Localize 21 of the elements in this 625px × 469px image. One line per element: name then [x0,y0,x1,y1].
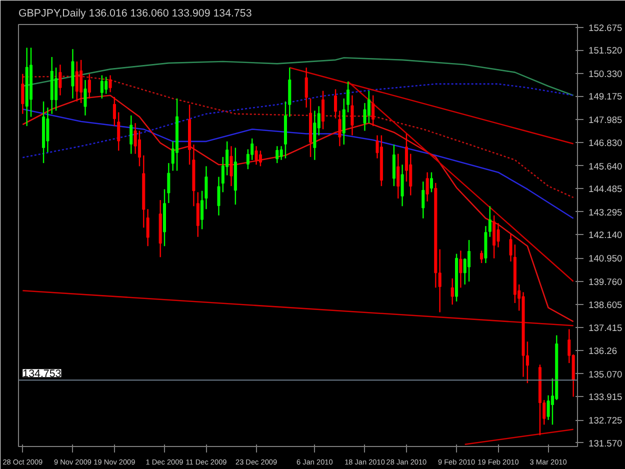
y-tick-label: 135.070 [588,369,622,380]
y-tick-label: 139.760 [588,277,622,288]
ref-line-label: 134.753 [22,368,62,380]
y-tick-label: 138.605 [588,300,622,310]
y-tick-label: 145.640 [588,161,622,172]
y-tick-label: 136.26 [588,346,618,356]
y-tick-label: 147.985 [588,115,622,126]
chart-title: GBPJPY,Daily 136.016 136.060 133.909 134.753 [18,8,252,20]
y-tick-label: 133.915 [588,392,622,402]
y-tick-label: 140.950 [588,254,622,264]
y-tick-label: 144.485 [588,184,622,194]
y-tick-label: 142.140 [588,230,622,240]
y-tick-label: 150.330 [588,69,622,80]
y-tick-label: 137.415 [588,323,622,334]
y-tick-label: 152.675 [588,22,622,33]
y-tick-label: 149.175 [588,92,622,102]
y-tick-label: 151.520 [588,46,622,56]
y-tick-label: 131.570 [588,438,622,448]
y-tick-label: 146.830 [588,138,622,148]
y-tick-label: 132.725 [588,416,622,426]
y-tick-label: 143.295 [588,207,622,218]
